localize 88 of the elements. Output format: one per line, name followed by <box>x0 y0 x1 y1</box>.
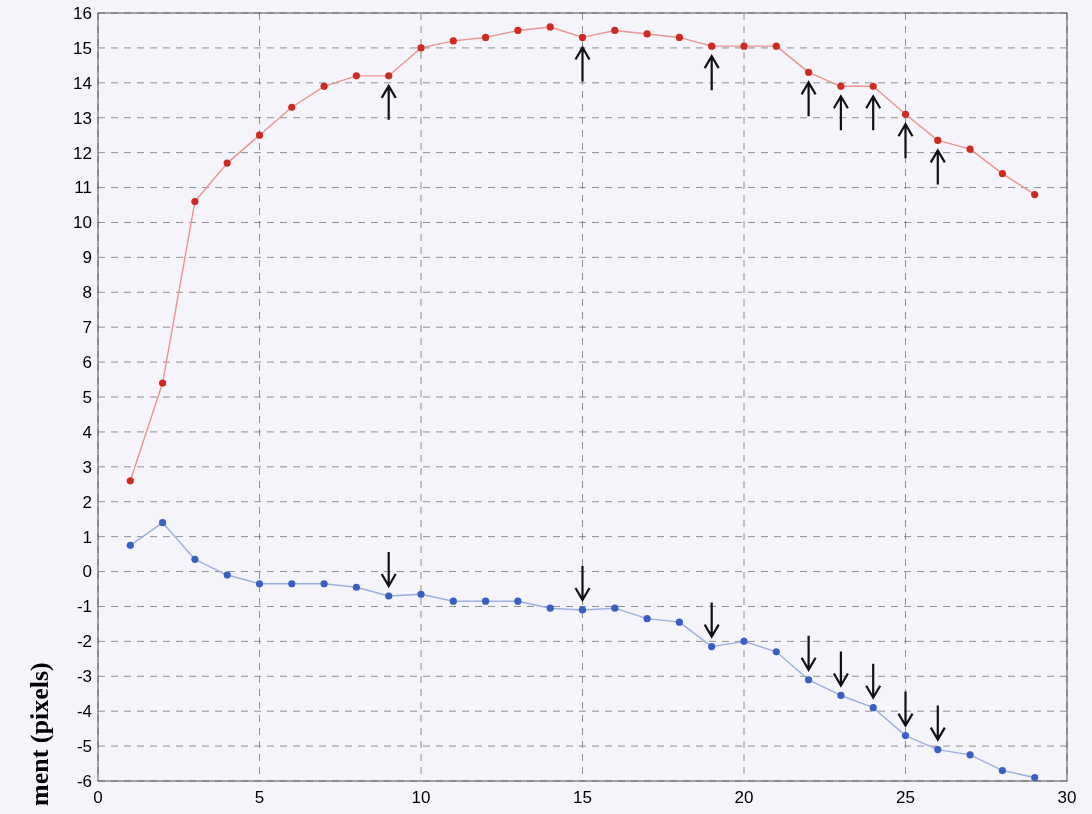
point <box>740 637 748 645</box>
point <box>772 648 780 656</box>
point <box>708 643 716 651</box>
point <box>159 519 167 527</box>
y-tick-label: 2 <box>82 492 92 512</box>
y-tick-label: 8 <box>82 283 92 303</box>
point <box>901 110 910 118</box>
point <box>223 571 231 579</box>
y-tick-label: 3 <box>82 457 92 477</box>
y-tick-label: 13 <box>73 108 92 128</box>
point <box>449 597 457 605</box>
point <box>385 72 393 80</box>
point <box>675 618 683 626</box>
y-tick-label: -4 <box>76 702 92 722</box>
point <box>514 26 522 35</box>
point <box>482 597 490 605</box>
point <box>352 72 360 80</box>
point <box>611 26 619 35</box>
y-tick-label: 12 <box>73 143 92 163</box>
y-tick-label: 0 <box>82 562 92 582</box>
point <box>966 751 974 759</box>
y-tick-label: -2 <box>76 632 92 652</box>
x-tick-label: 10 <box>411 788 431 807</box>
y-tick-label: -1 <box>76 597 92 617</box>
point <box>966 145 974 153</box>
y-tick-label: 14 <box>73 73 92 93</box>
y-tick-label: 1 <box>82 527 92 547</box>
point <box>998 766 1006 775</box>
y-tick-label: 6 <box>82 353 92 373</box>
point <box>449 37 457 45</box>
point <box>934 745 942 754</box>
point <box>417 590 425 598</box>
point <box>578 33 587 42</box>
point <box>837 691 845 700</box>
point <box>546 604 554 612</box>
point <box>320 580 328 588</box>
point <box>514 597 522 605</box>
y-tick-label: 4 <box>82 422 92 442</box>
x-tick-label: 15 <box>573 788 592 807</box>
point <box>159 379 167 387</box>
point <box>223 159 231 167</box>
y-tick-label: 9 <box>82 248 92 268</box>
point <box>934 136 942 145</box>
point <box>191 197 199 206</box>
point <box>708 42 716 50</box>
y-tick-label: 16 <box>73 3 92 23</box>
point <box>1031 190 1039 199</box>
y-tick-label: -5 <box>76 737 92 757</box>
point <box>805 68 813 76</box>
point <box>869 704 877 712</box>
point <box>675 33 683 42</box>
x-tick-label: 25 <box>896 788 915 807</box>
point <box>320 82 328 90</box>
y-axis-title: ment (pixels) <box>25 662 54 806</box>
point <box>643 615 651 623</box>
y-tick-label: 5 <box>82 387 92 407</box>
point <box>772 42 780 50</box>
y-tick-label: 7 <box>82 318 92 338</box>
point <box>126 541 134 549</box>
y-tick-label: -3 <box>76 667 92 687</box>
point <box>417 44 425 52</box>
point <box>611 604 619 612</box>
y-tick-label: 15 <box>73 38 92 58</box>
point <box>901 732 910 740</box>
point <box>255 131 264 139</box>
y-tick-label: -6 <box>76 771 92 791</box>
x-tick-label: 30 <box>1057 788 1077 807</box>
point <box>998 169 1006 178</box>
x-tick-label: 20 <box>734 788 754 807</box>
y-tick-label: 10 <box>73 213 92 233</box>
point <box>482 33 490 42</box>
point <box>288 580 296 588</box>
point <box>288 103 296 111</box>
point <box>126 477 134 485</box>
point <box>578 606 587 614</box>
point <box>352 583 360 591</box>
point <box>805 676 813 684</box>
point <box>191 555 199 563</box>
point <box>837 82 845 90</box>
point <box>1031 773 1039 782</box>
point <box>255 580 264 588</box>
point <box>385 592 393 600</box>
point <box>740 42 748 50</box>
x-tick-label: 5 <box>254 788 265 807</box>
point <box>546 23 554 31</box>
y-tick-label: 11 <box>74 178 92 198</box>
point <box>643 30 651 38</box>
point <box>869 82 877 90</box>
